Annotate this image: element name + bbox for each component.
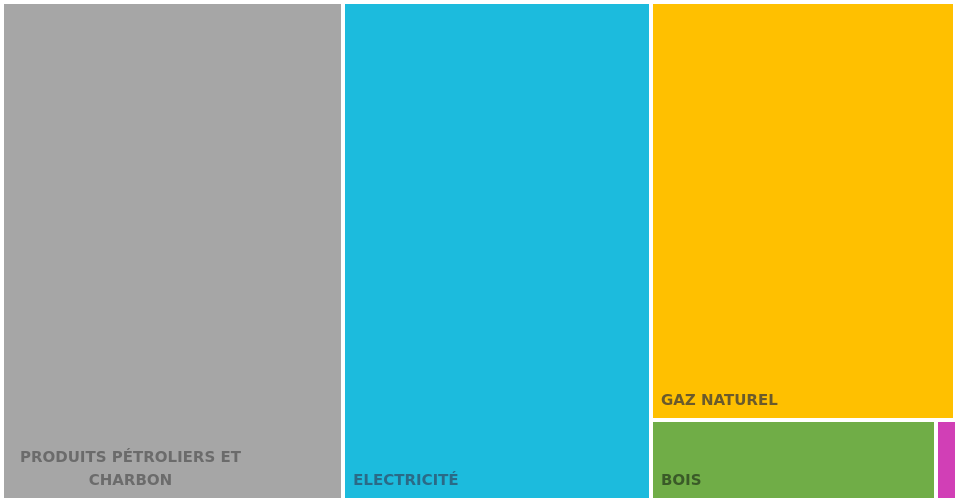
treemap-tile-other bbox=[938, 422, 955, 498]
treemap-tile-bois: Bois bbox=[652, 422, 935, 498]
treemap-tile-produits-petroliers-et-charbon: Produits pétroliers et charbon bbox=[4, 4, 342, 498]
treemap-label-gaz-naturel: Gaz naturel bbox=[660, 390, 778, 409]
treemap-label-bois: Bois bbox=[660, 470, 702, 489]
treemap-label-produits-petroliers-et-charbon: Produits pétroliers et charbon bbox=[20, 447, 241, 489]
treemap-label-electricite: Electricité bbox=[353, 470, 459, 489]
treemap-tile-gaz-naturel: Gaz naturel bbox=[652, 4, 953, 419]
treemap-tile-electricite: Electricité bbox=[345, 4, 649, 498]
